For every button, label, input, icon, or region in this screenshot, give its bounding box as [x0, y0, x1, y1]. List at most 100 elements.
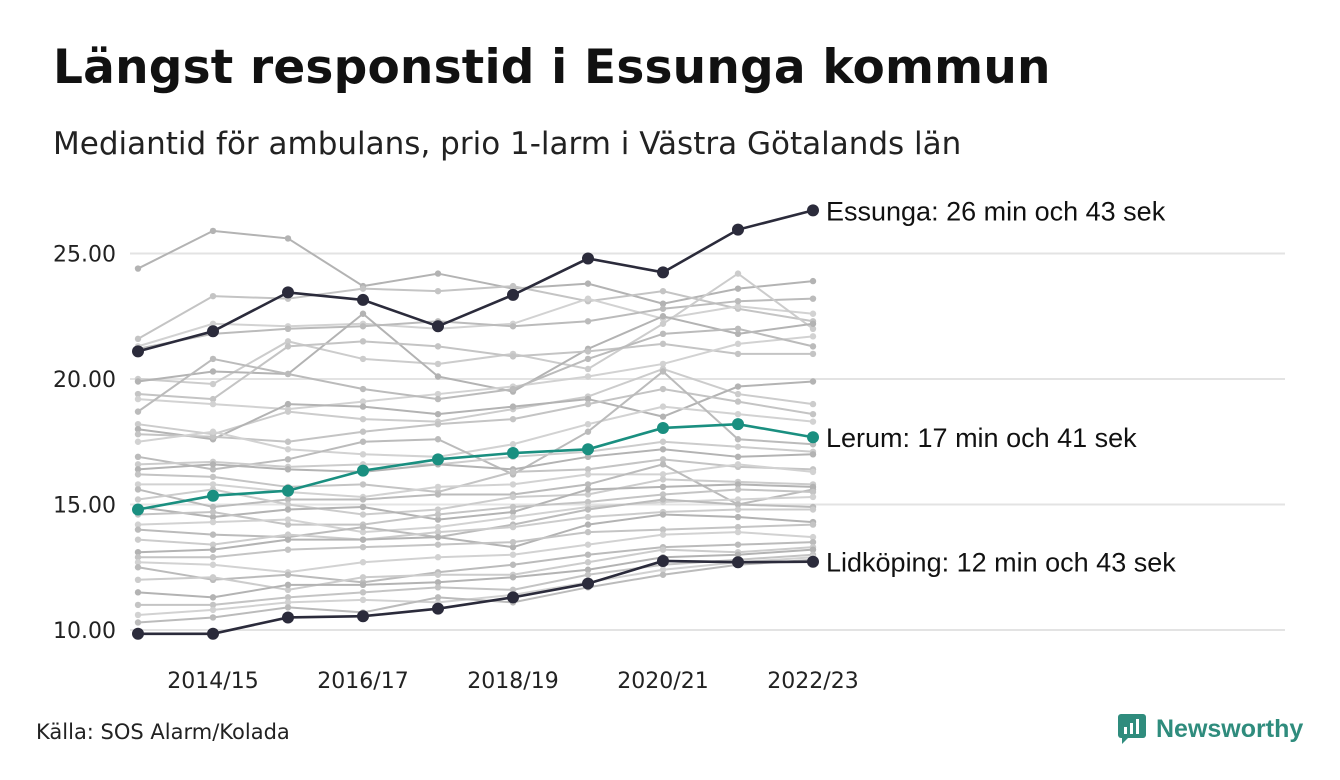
background-series-point: [659, 413, 667, 420]
background-series-point: [134, 438, 142, 445]
background-series-point: [284, 571, 292, 578]
background-series-point: [209, 355, 217, 363]
background-series-point: [434, 395, 442, 403]
background-series-point: [284, 604, 292, 611]
background-series-line: [137, 513, 814, 554]
background-series-point: [734, 523, 742, 531]
background-series-point: [659, 456, 667, 463]
background-series-line: [138, 463, 814, 498]
background-series-point: [509, 561, 517, 568]
background-series-point: [659, 471, 667, 478]
background-series-point: [584, 365, 592, 373]
background-series-point: [134, 395, 142, 403]
background-series-point: [584, 471, 592, 478]
y-tick-label: 20.00: [53, 368, 116, 393]
background-series-point: [809, 400, 817, 408]
series-point-lerum: [357, 464, 369, 477]
background-series-point: [359, 338, 367, 345]
background-series-point: [659, 368, 667, 375]
background-series-point: [434, 343, 442, 350]
background-series-line: [137, 458, 814, 493]
background-series-point: [659, 313, 667, 320]
background-series-point: [284, 594, 292, 601]
background-series-point: [284, 531, 292, 538]
background-series-point: [584, 348, 592, 355]
background-series-point: [209, 428, 217, 435]
background-series-point: [734, 270, 742, 277]
background-series-point: [509, 353, 517, 360]
background-series-point: [434, 594, 442, 601]
background-series-point: [209, 400, 217, 408]
background-series-point: [284, 438, 292, 445]
background-series-point: [584, 521, 592, 528]
background-series-point: [284, 408, 292, 415]
background-series: [134, 227, 817, 626]
background-series-point: [134, 548, 142, 556]
background-series-point: [584, 318, 592, 325]
background-series-point: [509, 493, 517, 501]
background-series-point: [359, 285, 367, 292]
background-series-point: [434, 516, 442, 523]
background-series-point: [659, 476, 667, 483]
background-series-point: [659, 300, 667, 307]
background-series-point: [434, 270, 442, 277]
background-series-point: [134, 601, 142, 609]
background-series-point: [359, 528, 367, 536]
background-series-point: [584, 486, 592, 493]
background-series-point: [584, 280, 592, 287]
background-series-line: [137, 508, 813, 546]
background-series-line: [137, 558, 814, 624]
background-series-point: [584, 420, 592, 428]
background-series-point: [359, 481, 367, 488]
series-point-essunga: [132, 345, 144, 358]
background-series-point: [209, 481, 217, 488]
background-series-point: [434, 584, 442, 591]
x-tick-label: 2022/23: [767, 669, 858, 694]
background-series-point: [359, 438, 367, 445]
background-series-point: [359, 355, 367, 363]
background-series-line: [137, 297, 814, 350]
background-series-point: [434, 373, 442, 380]
background-series-point: [659, 531, 667, 538]
background-series-point: [209, 473, 217, 481]
background-series-point: [509, 415, 517, 423]
background-series-point: [284, 581, 292, 589]
background-series-point: [134, 619, 142, 626]
series-annotations: Essunga: 26 min och 43 sek Lerum: 17 min …: [826, 196, 1176, 577]
background-series-point: [734, 297, 742, 305]
background-series-point: [209, 531, 217, 538]
background-series-point: [659, 330, 667, 338]
background-series-line: [137, 327, 814, 413]
brand-logo[interactable]: Newsworthy: [1118, 714, 1303, 744]
background-series-point: [584, 395, 592, 403]
background-series-point: [809, 533, 817, 541]
background-series-line: [137, 478, 814, 516]
background-series-point: [734, 303, 742, 310]
background-series-point: [509, 523, 517, 531]
background-series-point: [284, 338, 292, 345]
background-series-point: [509, 551, 517, 558]
series-point-lidk-ping: [357, 610, 369, 623]
background-series-point: [284, 586, 292, 594]
background-series-point: [134, 335, 142, 343]
background-series-point: [809, 546, 817, 553]
background-series-point: [284, 370, 292, 378]
series-point-lidk-ping: [732, 556, 744, 569]
background-series-point: [734, 383, 742, 390]
background-series-point: [284, 496, 292, 503]
background-series-line: [137, 285, 814, 340]
background-series-point: [134, 486, 142, 493]
background-series-point: [434, 491, 442, 498]
background-series-point: [659, 360, 667, 368]
background-series-point: [209, 466, 217, 473]
background-series-line: [137, 498, 814, 539]
background-series-point: [659, 511, 667, 518]
background-series-point: [809, 410, 817, 418]
series-point-essunga: [207, 325, 219, 338]
background-series-point: [809, 538, 817, 546]
background-series-point: [809, 483, 817, 491]
background-series-point: [359, 398, 367, 405]
background-series-point: [584, 528, 592, 536]
background-series-point: [734, 513, 742, 521]
background-series-point: [284, 325, 292, 332]
